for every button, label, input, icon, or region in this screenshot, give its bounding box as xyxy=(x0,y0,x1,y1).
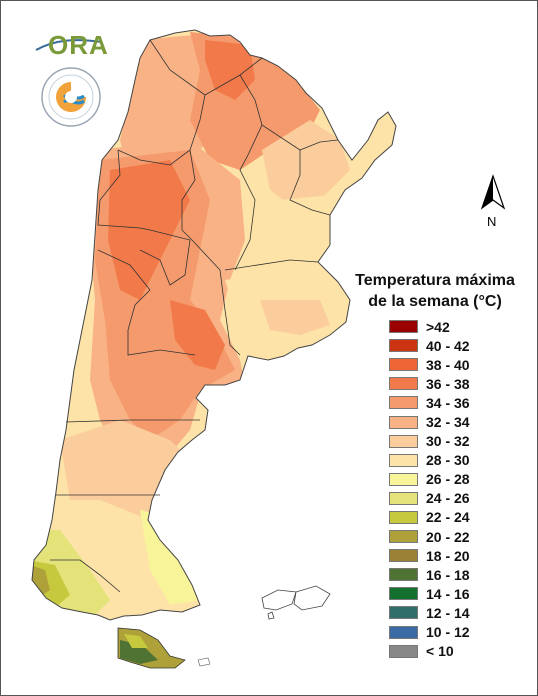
legend-item: 24 - 26 xyxy=(389,489,470,508)
legend-label: 30 - 32 xyxy=(426,433,470,450)
legend-label: 34 - 36 xyxy=(426,394,470,411)
legend-label: 14 - 16 xyxy=(426,585,470,602)
legend-item: 40 - 42 xyxy=(389,336,470,355)
legend-swatch xyxy=(389,339,418,353)
legend-label: 28 - 30 xyxy=(426,452,470,469)
legend-swatch xyxy=(389,530,418,544)
legend-item: 30 - 32 xyxy=(389,432,470,451)
province-boundaries xyxy=(50,39,339,593)
tierra-del-fuego xyxy=(117,627,211,669)
legend-title-line2: de la semana (°C) xyxy=(368,293,502,310)
legend-swatch xyxy=(389,453,418,467)
legend-item: 26 - 28 xyxy=(389,470,470,489)
north-arrow-label: N xyxy=(487,214,497,229)
legend-label: 16 - 18 xyxy=(426,566,470,583)
legend-item: < 10 xyxy=(389,642,470,661)
ora-logo-text: ORA xyxy=(48,30,109,60)
legend-title: Temperatura máxima de la semana (°C) xyxy=(330,270,538,312)
ora-logo-icon xyxy=(35,39,103,51)
legend-item: 16 - 18 xyxy=(389,565,470,584)
legend-swatch xyxy=(389,644,418,658)
legend-swatch xyxy=(389,434,418,448)
smn-logo-icon xyxy=(41,67,101,127)
legend-list: >42 40 - 42 38 - 40 36 - 38 34 - 36 32 - 34 30… xyxy=(389,317,470,661)
legend-label: 32 - 34 xyxy=(426,414,470,431)
legend-item: 36 - 38 xyxy=(389,374,470,393)
legend-title-line1: Temperatura máxima xyxy=(355,272,515,289)
legend-label: 36 - 38 xyxy=(426,375,470,392)
legend-label: 38 - 40 xyxy=(426,356,470,373)
legend-item: 28 - 30 xyxy=(389,451,470,470)
legend-label: >42 xyxy=(426,318,450,335)
legend-swatch xyxy=(389,320,418,334)
legend-label: 40 - 42 xyxy=(426,337,470,354)
legend-swatch xyxy=(389,625,418,639)
legend-label: 20 - 22 xyxy=(426,528,470,545)
legend-swatch xyxy=(389,491,418,505)
legend-item: 18 - 20 xyxy=(389,546,470,565)
legend-item: 32 - 34 xyxy=(389,412,470,431)
legend-label: < 10 xyxy=(426,643,454,660)
legend-item: 34 - 36 xyxy=(389,393,470,412)
legend-swatch xyxy=(389,415,418,429)
north-arrow-icon xyxy=(480,174,506,210)
legend-label: 22 - 24 xyxy=(426,509,470,526)
legend-label: 26 - 28 xyxy=(426,471,470,488)
legend-item: 22 - 24 xyxy=(389,508,470,527)
legend-swatch xyxy=(389,358,418,372)
legend-label: 24 - 26 xyxy=(426,490,470,507)
legend-item: 10 - 12 xyxy=(389,623,470,642)
legend-item: >42 xyxy=(389,317,470,336)
legend-swatch xyxy=(389,510,418,524)
legend-item: 12 - 14 xyxy=(389,603,470,622)
legend-item: 20 - 22 xyxy=(389,527,470,546)
legend-label: 18 - 20 xyxy=(426,547,470,564)
malvinas-islands xyxy=(261,585,331,620)
legend-swatch xyxy=(389,549,418,563)
legend-label: 12 - 14 xyxy=(426,604,470,621)
legend-swatch xyxy=(389,606,418,620)
legend-label: 10 - 12 xyxy=(426,624,470,641)
legend-swatch xyxy=(389,587,418,601)
legend-swatch xyxy=(389,472,418,486)
legend-swatch xyxy=(389,396,418,410)
legend-item: 14 - 16 xyxy=(389,584,470,603)
legend-swatch xyxy=(389,377,418,391)
legend-item: 38 - 40 xyxy=(389,355,470,374)
legend-swatch xyxy=(389,568,418,582)
